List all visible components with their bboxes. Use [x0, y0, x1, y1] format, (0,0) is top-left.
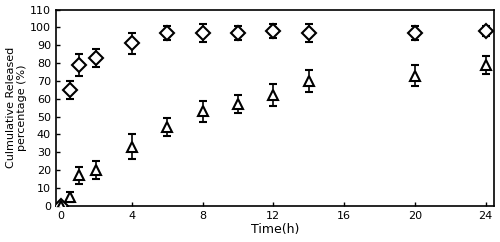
Y-axis label: Culmulative Released
percentage (%): Culmulative Released percentage (%)	[6, 47, 27, 168]
X-axis label: Time(h): Time(h)	[251, 223, 300, 236]
